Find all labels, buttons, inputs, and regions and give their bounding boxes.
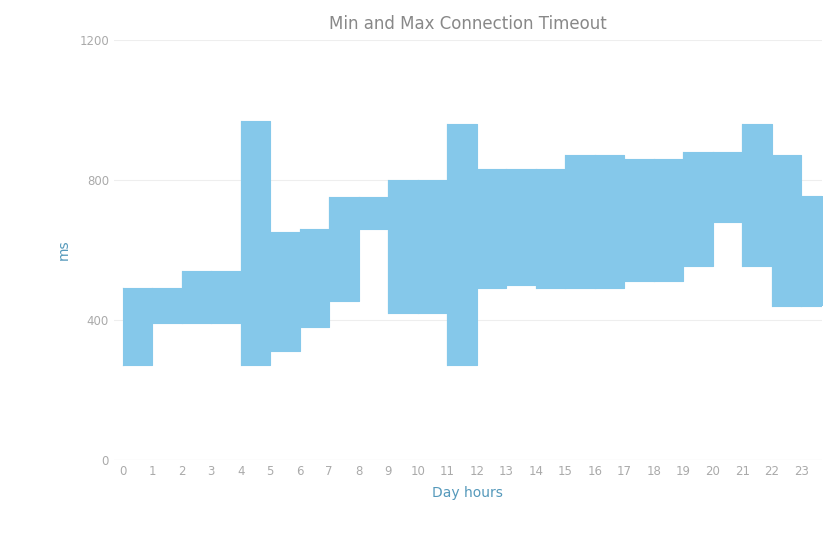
Title: Min and Max Connection Timeout: Min and Max Connection Timeout bbox=[329, 15, 606, 33]
Y-axis label: ms: ms bbox=[57, 240, 71, 260]
X-axis label: Day hours: Day hours bbox=[432, 486, 502, 500]
